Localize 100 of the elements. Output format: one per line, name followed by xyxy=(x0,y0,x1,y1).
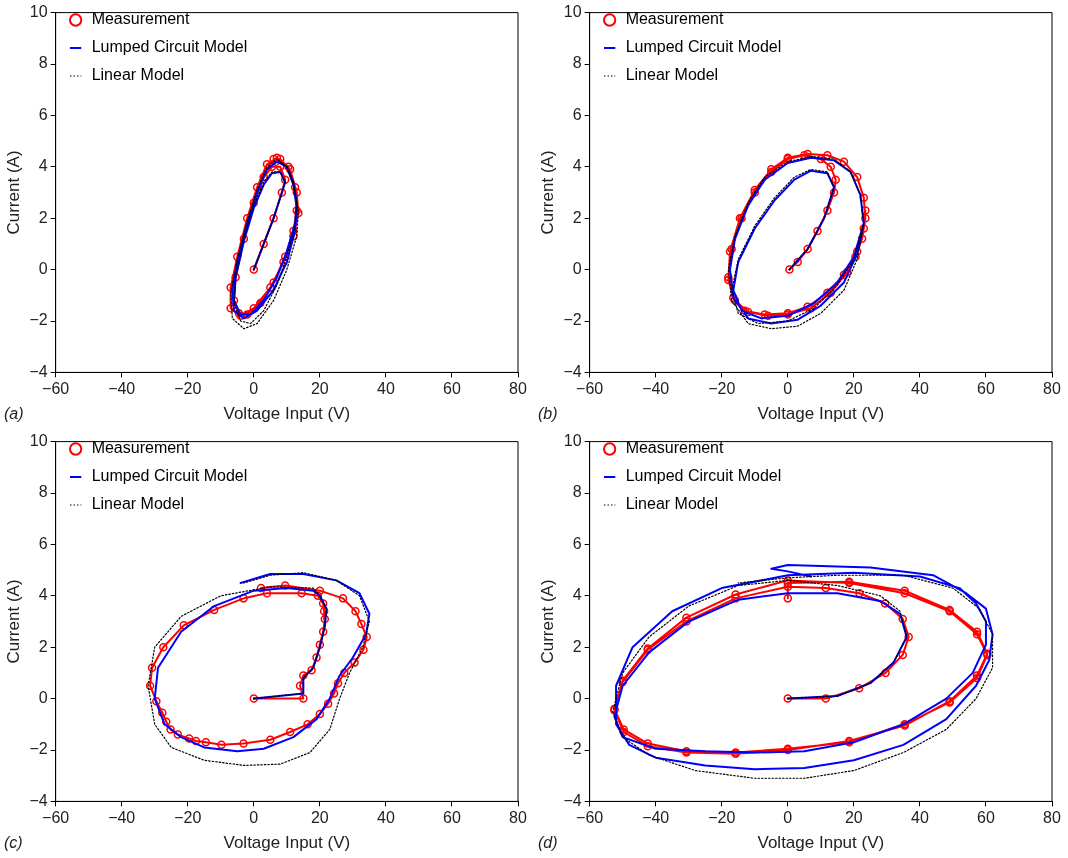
text: (b) xyxy=(538,405,558,423)
point xyxy=(329,689,339,698)
point xyxy=(226,303,235,313)
point xyxy=(826,162,835,172)
x-tick-label: −20 xyxy=(174,809,202,827)
y-tick-label: 10 xyxy=(563,3,582,21)
point xyxy=(289,231,298,241)
point xyxy=(643,741,653,751)
point xyxy=(249,265,259,274)
point xyxy=(162,717,171,726)
point xyxy=(315,586,325,595)
point xyxy=(266,283,275,292)
x-tick-label: 40 xyxy=(377,809,395,827)
y-tick-label: 4 xyxy=(38,586,48,604)
point xyxy=(643,739,653,748)
point xyxy=(275,162,285,172)
y-tick-label: 0 xyxy=(38,689,48,707)
point xyxy=(682,613,691,622)
point xyxy=(234,309,244,318)
point xyxy=(285,165,295,174)
point xyxy=(299,671,308,680)
x-tick-label: 80 xyxy=(1043,809,1061,827)
point xyxy=(262,159,272,169)
point xyxy=(859,224,868,233)
point xyxy=(783,694,793,703)
legend-label: Linear Model xyxy=(91,495,185,513)
y-tick-label: 4 xyxy=(572,586,582,604)
y-tick-label: 6 xyxy=(38,534,48,552)
point xyxy=(823,150,832,160)
point xyxy=(350,658,359,667)
point xyxy=(829,188,839,197)
point xyxy=(785,265,794,274)
point xyxy=(158,708,167,717)
legend-label: Linear Model xyxy=(625,66,719,84)
point xyxy=(217,740,226,750)
x-tick-label: −20 xyxy=(174,380,202,398)
point xyxy=(285,727,295,737)
point xyxy=(333,678,343,688)
point xyxy=(743,307,753,317)
point xyxy=(855,588,864,598)
point xyxy=(145,681,155,690)
point xyxy=(277,188,287,197)
point xyxy=(249,694,259,703)
point xyxy=(152,696,161,706)
point xyxy=(315,640,325,649)
point xyxy=(312,653,321,662)
point xyxy=(724,273,733,282)
point xyxy=(269,213,278,223)
point xyxy=(852,247,862,256)
point xyxy=(259,172,268,182)
point xyxy=(256,583,266,593)
y-axis-title: Current (A) xyxy=(3,579,23,664)
y-tick-label: 4 xyxy=(38,157,48,175)
x-tick-label: −20 xyxy=(708,380,736,398)
x-tick-label: 80 xyxy=(509,380,527,398)
y-axis-title: Current (A) xyxy=(537,579,557,664)
x-tick-label: 80 xyxy=(1043,380,1061,398)
point xyxy=(904,632,913,642)
point xyxy=(323,699,333,708)
point xyxy=(340,668,349,678)
point xyxy=(803,244,812,254)
x-tick-label: 20 xyxy=(844,380,863,398)
point xyxy=(813,226,822,236)
x-tick-label: 40 xyxy=(377,380,395,398)
point xyxy=(839,157,849,166)
point xyxy=(318,599,328,608)
point xyxy=(280,581,290,590)
point xyxy=(242,310,252,319)
y-tick-label: −4 xyxy=(563,362,582,380)
point xyxy=(191,736,201,746)
point xyxy=(783,582,793,592)
y-tick-label: −2 xyxy=(563,311,582,329)
point xyxy=(854,684,864,693)
x-axis-title: Voltage Input (V) xyxy=(757,833,885,853)
point xyxy=(359,645,368,655)
legend-label: Lumped Circuit Model xyxy=(625,38,782,56)
y-tick-label: 8 xyxy=(572,54,582,72)
point xyxy=(727,244,736,254)
point xyxy=(362,632,371,642)
point xyxy=(880,599,890,608)
x-tick-label: −40 xyxy=(108,380,136,398)
point xyxy=(201,738,211,747)
point xyxy=(320,614,330,624)
x-tick-label: −40 xyxy=(642,380,670,398)
point xyxy=(295,681,305,690)
x-tick-label: 40 xyxy=(911,380,929,398)
point xyxy=(861,213,870,223)
y-axis-title: Current (A) xyxy=(537,150,557,235)
point xyxy=(803,302,812,312)
point xyxy=(900,588,909,598)
point xyxy=(793,257,802,267)
y-tick-label: −2 xyxy=(563,740,582,758)
point xyxy=(292,188,301,197)
point xyxy=(898,614,907,624)
point xyxy=(299,694,308,703)
legend-label: Lumped Circuit Model xyxy=(91,38,248,56)
x-tick-label: 20 xyxy=(844,809,863,827)
y-tick-label: −4 xyxy=(563,791,582,809)
point xyxy=(338,594,348,603)
y-tick-label: 6 xyxy=(38,105,48,123)
